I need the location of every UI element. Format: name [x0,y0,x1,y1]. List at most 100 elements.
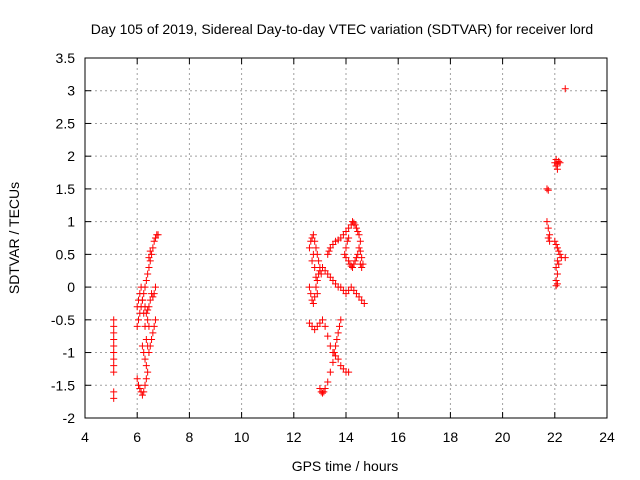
data-point [544,234,552,242]
data-point [555,157,563,165]
data-point [110,394,118,402]
data-point [552,263,560,271]
data-point [144,368,152,376]
data-point [145,322,153,330]
data-point [319,316,327,324]
data-point [110,355,118,363]
data-point [110,329,118,337]
axis-ticks: 4 6 8 10 12 14 16 18 20 22 24 -2 -1.5 -1 -0.5 0 0.5 1 1.5 2… [51,50,615,445]
data-point [342,254,350,262]
data-point [544,224,552,232]
data-point [346,260,354,268]
data-point [335,322,343,330]
data-point [110,362,118,370]
x-tick-label: 18 [443,429,459,445]
data-point [341,250,349,258]
data-point [351,257,359,265]
data-point [345,368,353,376]
y-tick-label: 0.5 [56,246,76,262]
data-point [358,263,366,271]
data-point [142,375,150,383]
data-point [351,221,359,229]
data-point [552,162,560,170]
data-point [305,244,313,252]
data-point [309,299,317,307]
data-point [337,316,345,324]
data-point [148,335,156,343]
data-point [332,342,340,350]
data-point [136,385,144,393]
data-point [145,303,153,311]
data-point [343,237,351,245]
data-point [312,283,320,291]
data-point [329,358,337,366]
y-tick-label: 2.5 [56,115,76,131]
data-point [138,296,146,304]
data-point [150,237,158,245]
data-point [146,342,154,350]
data-point [136,290,144,298]
data-point [140,349,148,357]
x-tick-label: 12 [286,429,302,445]
data-point [315,257,323,265]
data-point [543,185,551,193]
data-point [142,277,150,285]
data-point [553,244,561,252]
data-point [352,224,360,232]
data-point [561,254,569,262]
data-point [309,250,317,258]
data-point [553,165,561,173]
data-point [312,244,320,252]
data-point [150,290,158,298]
x-tick-label: 6 [133,429,141,445]
x-tick-label: 10 [234,429,250,445]
data-point [110,335,118,343]
data-point [553,270,561,278]
data-point [135,381,143,389]
data-point [356,247,364,255]
data-point [561,85,569,93]
y-tick-label: -1 [63,345,76,361]
x-tick-label: 8 [186,429,194,445]
data-point [151,316,159,324]
data-point [144,316,152,324]
x-tick-label: 16 [390,429,406,445]
data-point [334,329,342,337]
data-point [321,385,329,393]
data-point [326,368,334,376]
data-point [311,237,319,245]
data-point [110,322,118,330]
y-tick-label: 3 [67,83,75,99]
data-point [544,186,552,194]
data-point [324,250,332,258]
y-axis-label: SDTVAR / TECUs [6,182,22,294]
data-point [151,283,159,291]
data-point [313,290,321,298]
data-point [358,254,366,262]
data-point [135,316,143,324]
data-point [551,237,559,245]
y-tick-label: 1 [67,214,75,230]
data-point [145,263,153,271]
y-tick-label: 3.5 [56,50,76,66]
data-point [144,270,152,278]
data-point [359,260,367,268]
data-point [312,273,320,281]
data-point [140,388,148,396]
data-point [325,247,333,255]
data-point [345,234,353,242]
data-point [321,322,329,330]
data-point [355,244,363,252]
x-axis-label: GPS time / hours [292,458,399,474]
data-point [137,283,145,291]
data-point [110,388,118,396]
data-point [305,283,313,291]
data-point [354,227,362,235]
data-point [110,368,118,376]
data-points [110,85,569,402]
x-tick-label: 4 [81,429,89,445]
data-point [324,332,332,340]
data-point [138,391,146,399]
y-tick-label: 2 [67,148,75,164]
data-point [149,329,157,337]
